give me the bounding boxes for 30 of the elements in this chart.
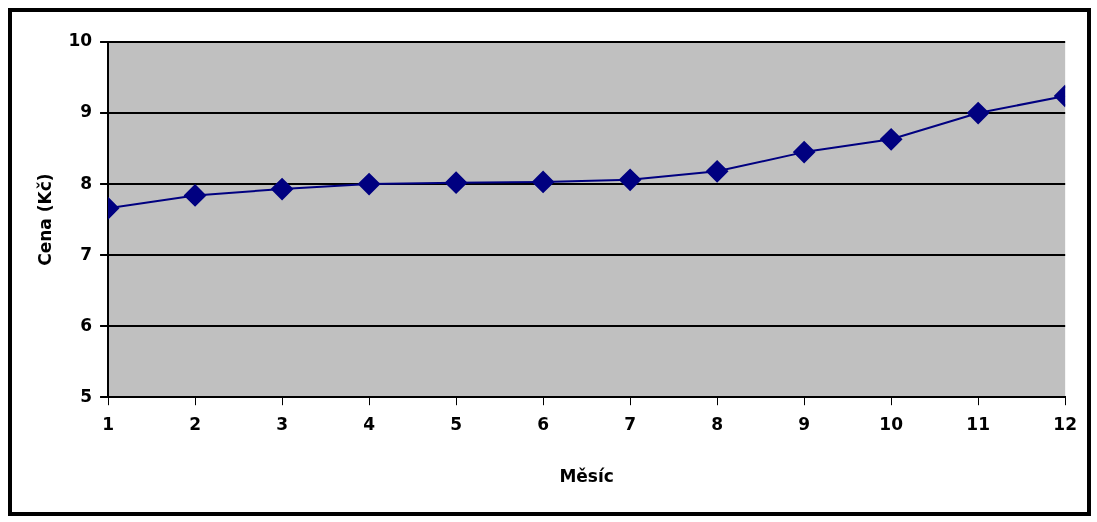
point [271,178,294,201]
x-tick-label: 1 [102,413,114,434]
point [793,141,816,164]
point [358,173,381,196]
x-tick-label: 6 [537,413,550,434]
x-tick-label: 11 [966,413,990,434]
y-tick-label: 8 [80,172,93,193]
y-tick-label: 5 [80,385,93,406]
x-tick-label: 8 [711,413,724,434]
y-tick-label: 9 [80,101,93,122]
point [532,170,555,193]
x-tick-label: 9 [798,413,811,434]
point [880,128,903,151]
x-tick-label: 12 [1053,413,1078,434]
y-tick-label: 10 [68,30,93,51]
y-tick-label: 6 [80,314,93,335]
x-tick-label: 5 [450,413,463,434]
point [967,102,990,125]
x-tick-label: 7 [624,413,637,434]
x-axis-title: Měsíc [559,466,614,487]
x-tick-label: 3 [276,413,288,434]
point [706,160,729,183]
point [445,171,468,194]
x-tick-label: 10 [879,413,904,434]
x-tick-label: 2 [189,413,201,434]
point [619,168,642,191]
x-tick-label: 4 [363,413,376,434]
y-tick-label: 7 [80,243,93,264]
point [184,184,207,207]
y-axis-title: Cena (Kč) [34,173,55,266]
